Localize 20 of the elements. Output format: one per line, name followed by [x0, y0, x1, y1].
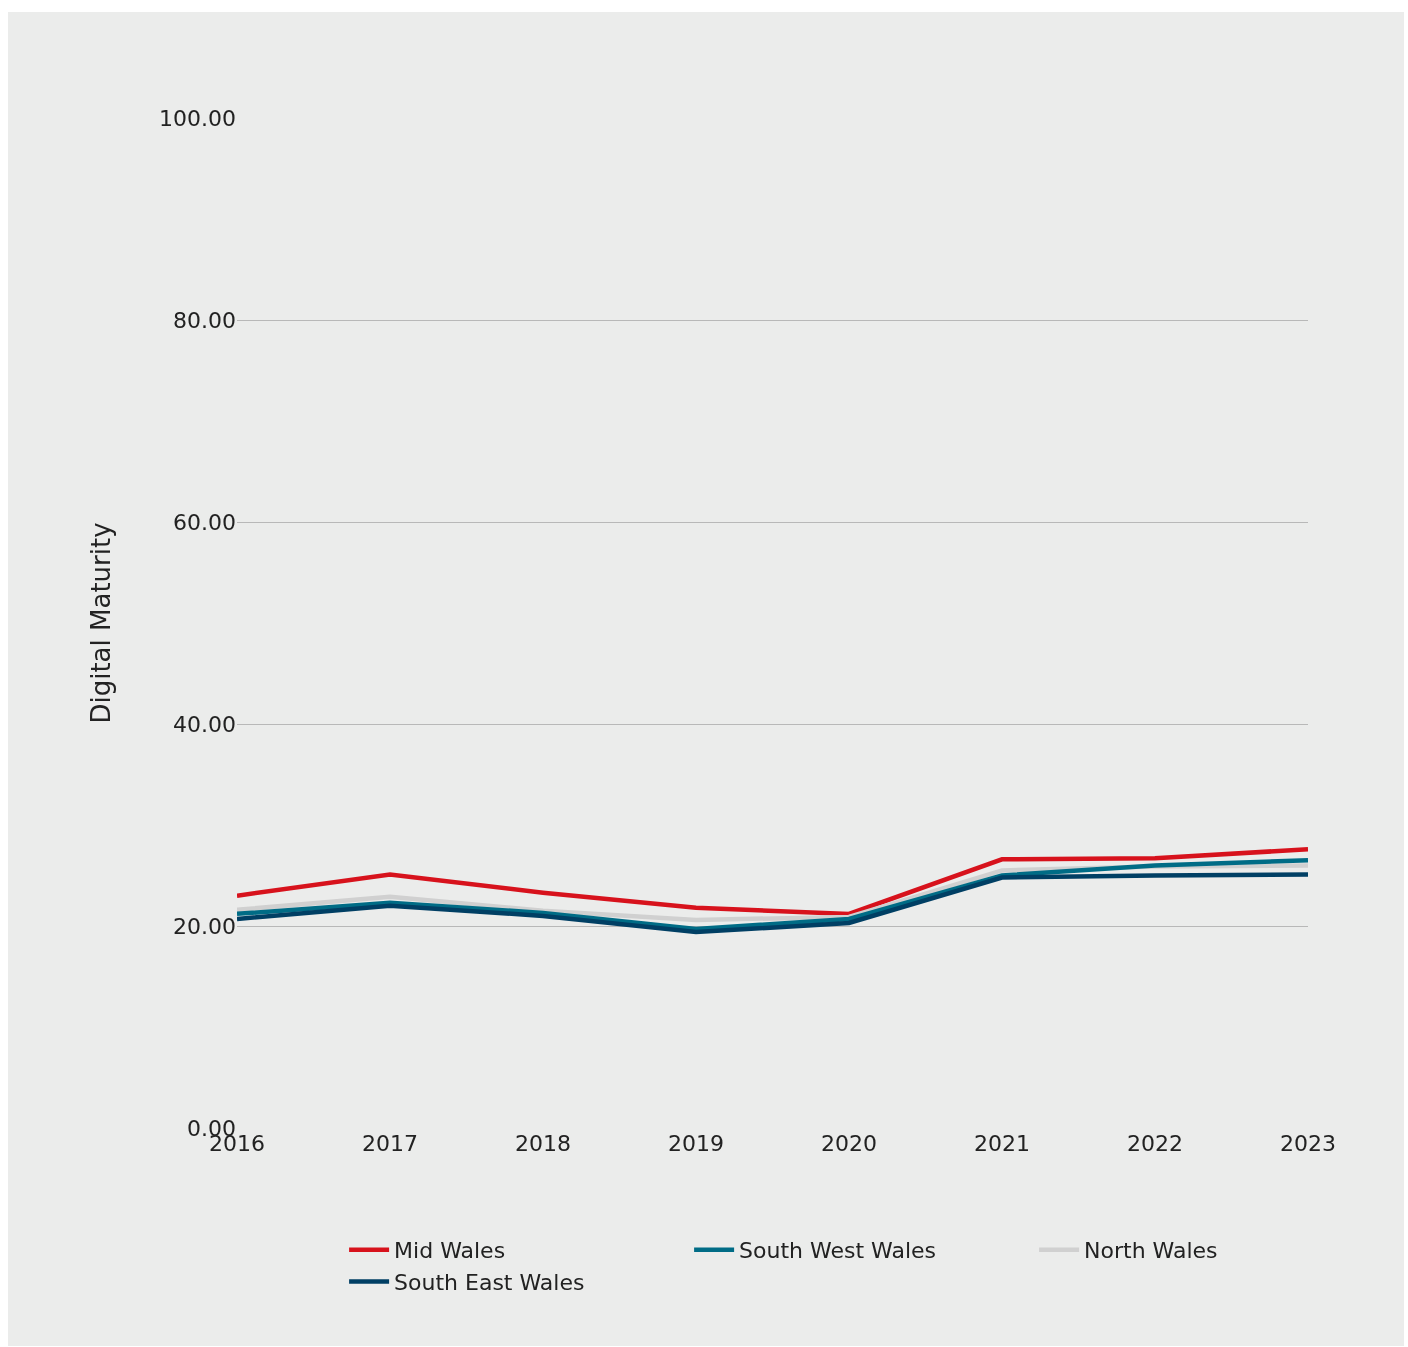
y-tick-label: 20.00: [173, 913, 236, 939]
x-tick-label: 2022: [1127, 1131, 1183, 1156]
x-tick-label: 2017: [362, 1131, 418, 1156]
x-tick-label: 2018: [515, 1131, 571, 1156]
x-tick-label: 2019: [668, 1131, 724, 1156]
legend-label: Mid Wales: [394, 1238, 506, 1264]
line-series: [237, 846, 1308, 917]
y-axis-title: Digital Maturity: [86, 522, 117, 724]
y-tick-label: 80.00: [173, 307, 236, 333]
y-tick-label: 40.00: [173, 711, 236, 737]
line-series: [237, 858, 1308, 932]
x-tick-label: 2021: [974, 1131, 1030, 1156]
line-series: [237, 872, 1308, 935]
legend-label: South East Wales: [394, 1269, 585, 1295]
x-tick-label: 2023: [1280, 1131, 1336, 1156]
legend-label: South West Wales: [739, 1238, 937, 1264]
legend-label: North Wales: [1084, 1238, 1218, 1264]
x-tick-label: 2020: [821, 1131, 877, 1156]
y-tick-label: 60.00: [173, 509, 236, 535]
y-tick-label: 100.00: [159, 105, 236, 131]
